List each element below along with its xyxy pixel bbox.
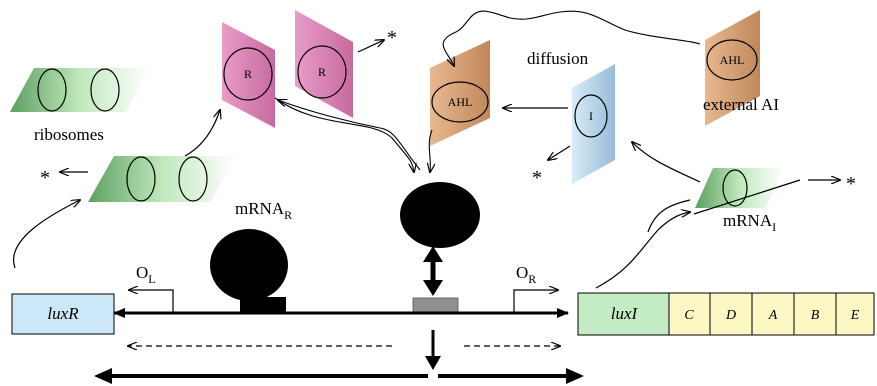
bottom-arrow-right-head: [566, 368, 584, 384]
r-ahl-binding-arrow-b: [278, 100, 421, 171]
external-ahl: AHL: [705, 10, 760, 126]
ahl-r-complex: AHL: [430, 40, 490, 146]
external-ahl-label: AHL: [720, 53, 745, 67]
luxI-to-mrnaI-arrow: [595, 212, 690, 289]
r-degradation-star: *: [387, 27, 397, 49]
r-ahl-binding-arrow-a: [274, 97, 414, 172]
gene-A: [751, 292, 795, 336]
ribosome-degradation-star: *: [40, 167, 50, 189]
i-protein: I: [572, 64, 615, 184]
r-protein-2: R: [295, 10, 353, 118]
mrnaI-degradation-star: *: [846, 173, 856, 195]
gene-E: [835, 292, 875, 336]
activator-binding-arrow-up: [423, 246, 443, 262]
gene-luxR: [11, 293, 115, 335]
luxR-ahl-activator: [400, 182, 480, 248]
promoter-OR: [513, 290, 558, 312]
ribosome-to-R-arrow: [184, 110, 220, 157]
mrnaI-label: mRNAI: [723, 211, 776, 234]
mrnaI-tail-arrow: [647, 199, 691, 233]
gene-C: [668, 292, 711, 336]
diffusion-label: diffusion: [527, 49, 589, 68]
promoter-OL: [129, 290, 174, 312]
ribosome-mrnaI: [695, 168, 784, 208]
gene-luxR-label: luxR: [47, 304, 79, 323]
external-ahl-path: [442, 10, 701, 66]
gene-luxI-label: luxI: [611, 304, 639, 323]
luxR-to-ribosome-arrow: [12, 200, 80, 269]
ribosomes-top: [10, 68, 150, 112]
operator-down-arrowhead: [425, 356, 441, 370]
ahl-complex-label: AHL: [448, 95, 473, 109]
r-protein-2-label: R: [318, 65, 326, 79]
rnap-left-base: [240, 297, 286, 313]
r-protein-1-label: R: [244, 67, 252, 81]
lux-box-operator: [412, 297, 459, 313]
gene-D-label: D: [725, 308, 736, 323]
i-protein-label: I: [589, 109, 593, 123]
mrnaI-strand: [693, 179, 801, 215]
activator-binding-arrow-down: [423, 280, 443, 296]
gene-B-label: B: [811, 308, 820, 323]
ribosomes-translating: [88, 156, 236, 202]
i-degradation-star: *: [532, 167, 542, 189]
mrnaR-label: mRNAR: [235, 199, 292, 222]
ribosomes-label: ribosomes: [34, 125, 104, 144]
ahl-complex-to-activator-arrow: [429, 129, 432, 172]
promoter-OL-label: OL: [136, 263, 156, 286]
i-degradation-arrow: [548, 145, 571, 160]
mrnaI-to-I-arrow: [632, 142, 701, 183]
bottom-arrow-left-head: [94, 368, 112, 384]
gene-C-label: C: [684, 308, 694, 323]
rnap-left: [210, 229, 288, 301]
external-ai-label: external AI: [703, 95, 779, 114]
r-protein-1: R: [222, 22, 275, 128]
gene-E-label: E: [850, 308, 860, 323]
r-degradation-arrow: [357, 40, 384, 53]
gene-A-label: A: [768, 308, 778, 323]
promoter-OR-label: OR: [516, 263, 536, 286]
